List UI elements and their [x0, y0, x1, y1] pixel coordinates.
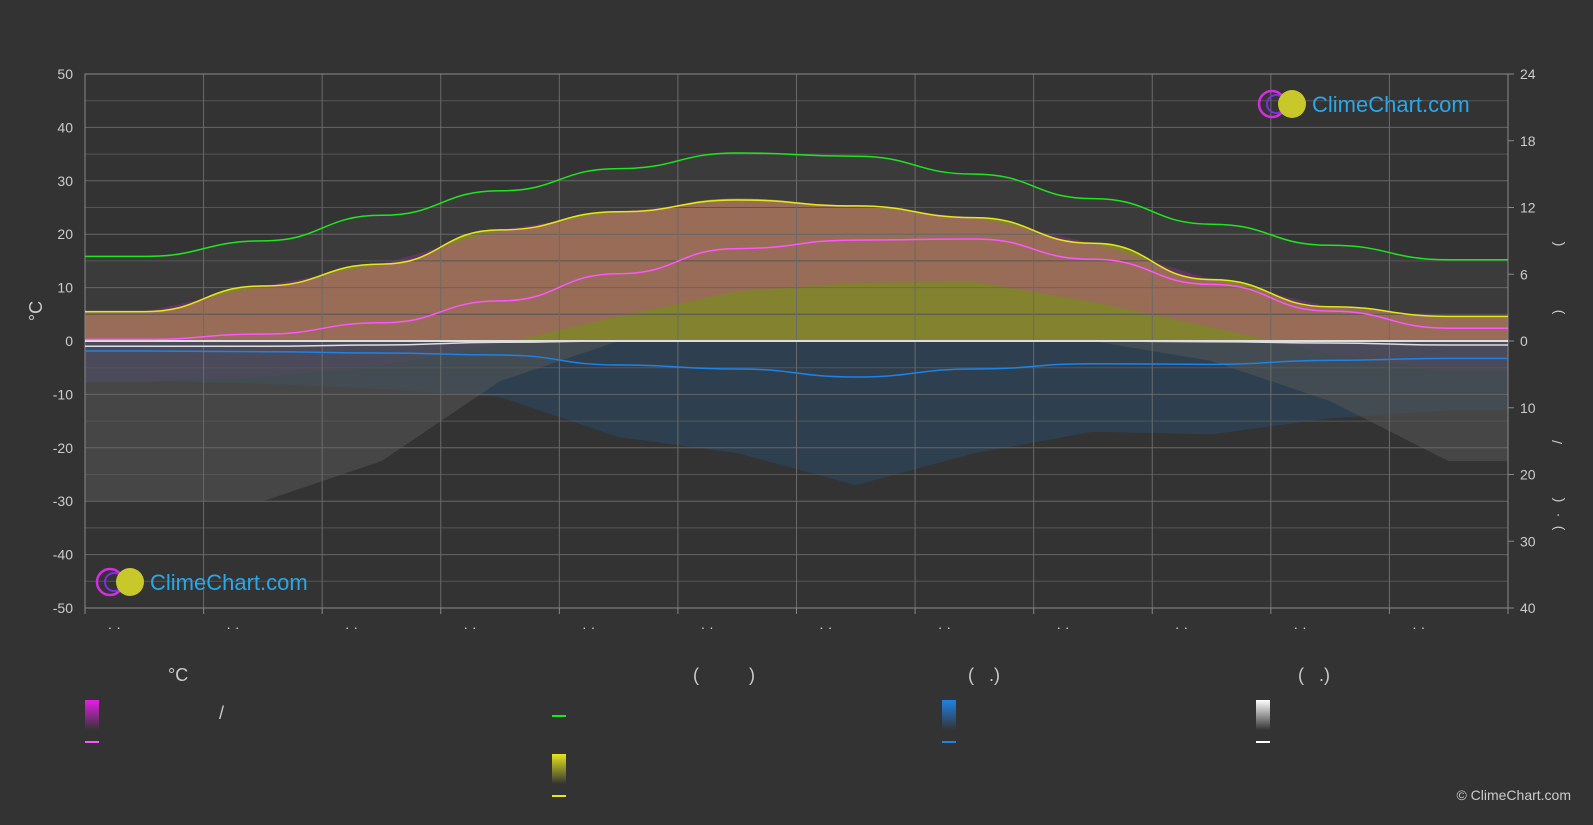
month-label: · ·: [108, 619, 121, 635]
month-label: · ·: [938, 619, 951, 635]
right-axis-top-tick: 24: [1520, 66, 1536, 82]
right-axis-bottom-tick: 20: [1520, 467, 1536, 483]
legend-group-title: °C: [168, 665, 189, 685]
logo-text: ClimeChart.com: [1312, 92, 1470, 117]
chart-logos: ClimeChart.com ClimeChart.com: [95, 89, 1470, 597]
right-axis-top-title-part: (: [1549, 241, 1565, 246]
logo-bottom-left: ClimeChart.com: [95, 567, 308, 597]
precipitation-line: [84, 350, 1508, 378]
legend-swatch-bar: [85, 700, 99, 730]
legend-item-label: /: [219, 703, 225, 723]
chart-series-lines: [84, 152, 1508, 378]
logo-sun-icon: [1278, 90, 1306, 118]
left-axis-title: °C: [26, 301, 46, 321]
month-label: · ·: [1294, 619, 1307, 635]
right-axis-top-tick: 0: [1520, 333, 1528, 349]
left-axis-tick: 30: [57, 173, 73, 189]
month-label: · ·: [1056, 619, 1069, 635]
month-label: · ·: [582, 619, 595, 635]
logo-top-right: ClimeChart.com: [1257, 89, 1470, 119]
left-axis-tick: -40: [53, 547, 73, 563]
right-axis-top-tick: 18: [1520, 133, 1536, 149]
snow-line: [85, 340, 1508, 348]
left-axis-tick: 10: [57, 280, 73, 296]
left-axis-tick: -50: [53, 600, 73, 616]
legend-group-title: ( ): [693, 665, 755, 685]
month-label: · ·: [1412, 619, 1425, 635]
left-axis-tick: -30: [53, 493, 73, 509]
left-axis-tick: -20: [53, 440, 73, 456]
legend-swatch-line: [85, 741, 99, 743]
logo-text: ClimeChart.com: [150, 570, 308, 595]
legend-swatch-bar: [942, 700, 956, 730]
daylight-line: [84, 152, 1508, 261]
left-axis-tick: 20: [57, 226, 73, 242]
left-axis-tick: 40: [57, 119, 73, 135]
left-axis-tick: 0: [65, 333, 73, 349]
legend-swatch-line: [942, 741, 956, 743]
mean-temp-line: [85, 238, 1508, 341]
left-axis-tick: -10: [53, 386, 73, 402]
right-axis-bottom-title-part: ·: [1549, 513, 1565, 518]
month-label: · ·: [819, 619, 832, 635]
right-axis-bottom-title-part: (: [1549, 497, 1565, 502]
right-axis-top-title-part: ): [1549, 310, 1565, 315]
month-label: · ·: [226, 619, 239, 635]
right-axis-bottom-tick: 30: [1520, 533, 1536, 549]
legend-swatch-bar: [552, 754, 566, 784]
right-axis-top-tick: 12: [1520, 200, 1536, 216]
month-label: · ·: [345, 619, 358, 635]
right-axis-top-tick: 6: [1520, 266, 1528, 282]
month-label: · ·: [1175, 619, 1188, 635]
legend-swatch-bar: [1256, 700, 1270, 730]
logo-sun-icon: [116, 568, 144, 596]
right-axis-bottom-title-part: /: [1549, 440, 1565, 444]
legend-group-title: ( .): [1298, 665, 1330, 685]
right-axis-bottom-tick: 40: [1520, 600, 1536, 616]
legend-group-title: ( .): [968, 665, 1000, 685]
max-temp-line: [85, 199, 1508, 318]
right-axis-bottom-tick: 10: [1520, 400, 1536, 416]
legend-swatch-line: [1256, 741, 1270, 743]
right-axis-bottom-title-part: ): [1549, 526, 1565, 531]
legend-swatch-line: [552, 795, 566, 797]
legend-swatch-line: [552, 715, 566, 717]
copyright-text: © ClimeChart.com: [1456, 787, 1571, 803]
chart-axes: 50 40 30 20 10 0 -10 -20 -30 -40 -50 °C 24 18 12 6 0 10 20…: [26, 66, 1565, 635]
month-label: · ·: [463, 619, 476, 635]
left-axis-tick: 50: [57, 66, 73, 82]
month-label: · ·: [701, 619, 714, 635]
